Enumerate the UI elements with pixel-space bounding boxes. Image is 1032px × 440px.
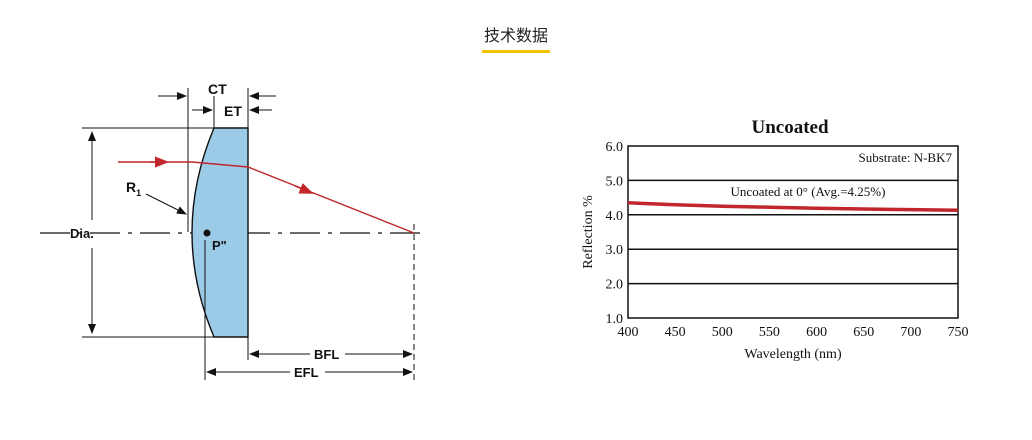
plot-area xyxy=(627,145,959,319)
bfl-label: BFL xyxy=(314,347,339,362)
y-tick-label-5: 6.0 xyxy=(606,140,624,155)
et-label: ET xyxy=(224,103,242,119)
x-tick-label-4: 600 xyxy=(806,325,827,340)
lens-diagram: Dia. CT ET R1 P" BFL EFL xyxy=(40,81,425,380)
dia-label: Dia. xyxy=(70,226,94,241)
tab-title-label: 技术数据 xyxy=(481,22,550,53)
light-ray xyxy=(118,161,415,234)
y-tick-label-1: 2.0 xyxy=(606,278,624,293)
reflection-chart: Uncoated 1.0 2.0 3.0 4.0 5.0 6.0 400 450 500 550… xyxy=(581,117,969,362)
x-tick-label-7: 750 xyxy=(948,325,969,340)
x-tick-label-6: 700 xyxy=(900,325,921,340)
r1-leader xyxy=(145,193,187,215)
y-tick-labels: 1.0 2.0 3.0 4.0 5.0 6.0 xyxy=(606,140,624,327)
x-tick-label-0: 400 xyxy=(618,325,639,340)
series-annotation: Uncoated at 0° (Avg.=4.25%) xyxy=(731,184,886,199)
series-line-uncoated xyxy=(627,201,959,213)
x-tick-label-3: 550 xyxy=(759,325,780,340)
ray-arrow-2 xyxy=(294,183,314,194)
tab-title[interactable]: 技术数据 xyxy=(0,22,1032,53)
gridlines xyxy=(628,179,958,285)
x-tick-labels: 400 450 500 550 600 650 700 750 xyxy=(618,325,969,340)
y-tick-label-2: 3.0 xyxy=(606,243,624,258)
y-tick-label-3: 4.0 xyxy=(606,209,624,224)
chart-title: Uncoated xyxy=(751,117,828,138)
r1-label: R1 xyxy=(126,179,141,198)
x-tick-label-1: 450 xyxy=(665,325,686,340)
y-axis-label: Reflection % xyxy=(581,195,596,269)
y-tick-label-0: 1.0 xyxy=(606,312,624,327)
x-tick-label-5: 650 xyxy=(853,325,874,340)
principal-point-label: P" xyxy=(212,238,227,253)
substrate-annotation: Substrate: N-BK7 xyxy=(858,150,952,165)
y-tick-label-4: 5.0 xyxy=(606,174,624,189)
principal-point xyxy=(203,229,211,237)
ct-label: CT xyxy=(208,81,227,97)
efl-label: EFL xyxy=(294,365,319,380)
plano-convex-lens xyxy=(191,127,249,338)
x-axis-label: Wavelength (nm) xyxy=(744,347,842,362)
x-tick-label-2: 500 xyxy=(712,325,733,340)
